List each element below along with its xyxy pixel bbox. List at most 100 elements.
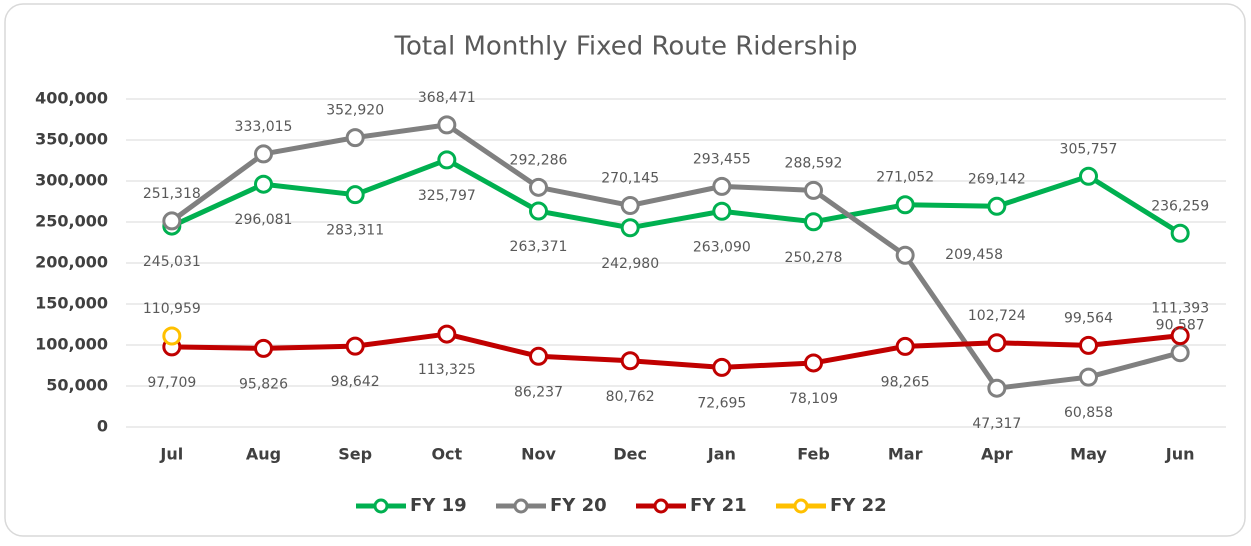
- y-tick-label: 350,000: [35, 130, 108, 149]
- point-marker: [1079, 367, 1098, 387]
- point-marker: [804, 353, 823, 373]
- point-marker: [254, 174, 273, 194]
- data-label: 325,797: [418, 188, 476, 204]
- point-marker: [1170, 326, 1190, 346]
- legend-label: FY 19: [410, 495, 467, 516]
- legend-swatch: [513, 498, 529, 514]
- legend-label: FY 20: [550, 495, 607, 516]
- point-marker: [1170, 223, 1190, 243]
- data-label: 251,318: [143, 186, 201, 202]
- x-tick-label: Dec: [613, 445, 647, 464]
- data-label: 99,564: [1064, 310, 1113, 326]
- data-label: 292,286: [510, 152, 568, 168]
- point-marker: [895, 336, 915, 356]
- y-tick-label: 0: [97, 417, 108, 436]
- data-label: 102,724: [968, 308, 1026, 324]
- point-marker: [987, 196, 1007, 216]
- data-label: 245,031: [143, 254, 201, 270]
- data-label: 110,959: [143, 301, 201, 317]
- series-line: [170, 122, 1181, 391]
- data-label: 293,455: [693, 151, 751, 167]
- point-marker: [1079, 166, 1098, 186]
- data-label: 209,458: [945, 247, 1003, 263]
- series-line: [171, 331, 1181, 370]
- x-tick-label: May: [1070, 445, 1107, 464]
- data-label: 78,109: [789, 391, 838, 407]
- data-label: 283,311: [326, 223, 384, 239]
- data-label: 288,592: [785, 155, 843, 171]
- legend-label: FY 21: [690, 495, 747, 516]
- y-tick-label: 250,000: [35, 212, 108, 231]
- y-tick-label: 400,000: [35, 89, 108, 108]
- point-marker: [345, 128, 365, 148]
- chart-frame: [4, 3, 1246, 537]
- data-label: 111,393: [1151, 301, 1209, 317]
- legend-label: FY 22: [830, 495, 887, 516]
- point-marker: [1170, 343, 1190, 363]
- data-label: 250,278: [785, 250, 843, 266]
- point-marker: [1079, 335, 1098, 355]
- point-marker: [804, 180, 823, 200]
- x-tick-label: Jul: [159, 445, 183, 464]
- point-marker: [895, 195, 915, 215]
- x-tick-label: Oct: [431, 445, 462, 464]
- data-label: 352,920: [326, 103, 384, 119]
- point-marker: [529, 201, 548, 221]
- data-label: 263,090: [693, 239, 751, 255]
- series-line: [170, 157, 1182, 236]
- point-marker: [437, 115, 457, 135]
- data-label: 305,757: [1060, 141, 1118, 157]
- x-tick-label: Jan: [707, 445, 736, 464]
- data-label: 95,826: [239, 376, 288, 392]
- data-label: 90,587: [1156, 318, 1205, 334]
- point-marker: [437, 150, 457, 170]
- data-label: 80,762: [606, 389, 655, 405]
- y-tick-label: 300,000: [35, 171, 108, 190]
- y-tick-label: 100,000: [35, 335, 108, 354]
- point-marker: [345, 336, 365, 356]
- x-tick-label: Sep: [338, 445, 372, 464]
- point-marker: [345, 185, 365, 205]
- data-label: 97,709: [147, 375, 196, 391]
- legend-swatch: [653, 498, 669, 514]
- y-tick-label: 150,000: [35, 294, 108, 313]
- point-marker: [712, 201, 732, 221]
- x-tick-label: Aug: [246, 445, 281, 464]
- x-tick-label: Feb: [797, 445, 830, 464]
- data-label: 271,052: [876, 170, 934, 186]
- data-label: 263,371: [510, 239, 568, 255]
- x-tick-label: Apr: [981, 445, 1013, 464]
- data-label: 86,237: [514, 384, 563, 400]
- point-marker: [162, 326, 182, 346]
- point-marker: [620, 218, 640, 238]
- point-marker: [254, 144, 273, 164]
- x-tick-label: Mar: [888, 445, 923, 464]
- y-tick-label: 50,000: [46, 376, 108, 395]
- data-label: 236,259: [1151, 198, 1209, 214]
- data-label: 296,081: [235, 212, 293, 228]
- data-label: 242,980: [601, 256, 659, 272]
- x-tick-label: Nov: [521, 445, 556, 464]
- data-label: 333,015: [235, 119, 293, 135]
- point-marker: [987, 378, 1007, 398]
- data-label: 98,642: [331, 374, 380, 390]
- data-label: 47,317: [972, 416, 1021, 432]
- point-marker: [712, 357, 732, 377]
- data-label: 270,145: [601, 170, 659, 186]
- data-label: 368,471: [418, 90, 476, 106]
- x-tick-label: Jun: [1165, 445, 1195, 464]
- data-label: 98,265: [881, 374, 930, 390]
- data-label: 72,695: [697, 395, 746, 411]
- point-marker: [804, 212, 823, 232]
- data-label: 60,858: [1064, 405, 1113, 421]
- point-marker: [529, 177, 548, 197]
- y-tick-label: 200,000: [35, 253, 108, 272]
- data-label: 113,325: [418, 362, 476, 378]
- point-marker: [529, 346, 548, 366]
- point-marker: [162, 211, 182, 231]
- point-marker: [620, 195, 640, 215]
- legend-swatch: [373, 498, 389, 514]
- point-marker: [712, 176, 732, 196]
- data-label: 269,142: [968, 171, 1026, 187]
